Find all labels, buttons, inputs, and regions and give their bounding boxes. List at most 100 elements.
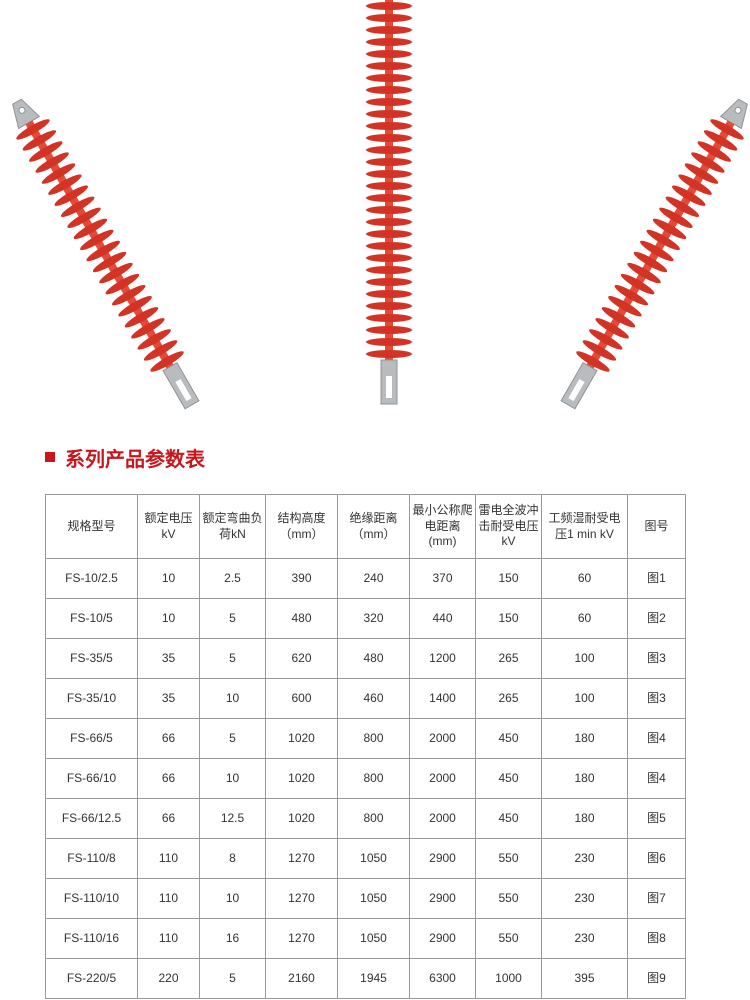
- table-cell: 800: [338, 759, 410, 799]
- table-row: FS-110/1611016127010502900550230图8: [46, 919, 686, 959]
- table-cell: 230: [542, 839, 628, 879]
- table-cell: 320: [338, 599, 410, 639]
- table-cell: 230: [542, 919, 628, 959]
- table-cell: 1945: [338, 959, 410, 999]
- insulator-center: [365, 0, 413, 410]
- table-cell: 2000: [410, 719, 476, 759]
- table-cell: 60: [542, 599, 628, 639]
- table-cell: 240: [338, 559, 410, 599]
- table-cell: 480: [338, 639, 410, 679]
- table-cell: 图9: [628, 959, 686, 999]
- table-cell: 230: [542, 879, 628, 919]
- insulator-right: [548, 88, 750, 420]
- table-cell: 2000: [410, 799, 476, 839]
- table-cell: 5: [200, 599, 266, 639]
- table-cell: 2160: [266, 959, 338, 999]
- table-cell: 180: [542, 719, 628, 759]
- col-bend: 额定弯曲负荷kN: [200, 495, 266, 559]
- table-cell: 390: [266, 559, 338, 599]
- table-cell: 2.5: [200, 559, 266, 599]
- table-cell: 180: [542, 799, 628, 839]
- col-fig: 图号: [628, 495, 686, 559]
- col-pf: 工频湿耐受电压1 min kV: [542, 495, 628, 559]
- table-cell: 2900: [410, 919, 476, 959]
- insulator-left: [0, 88, 212, 420]
- red-square-icon: [45, 452, 55, 462]
- table-cell: 180: [542, 759, 628, 799]
- table-cell: 1050: [338, 839, 410, 879]
- table-cell: 16: [200, 919, 266, 959]
- table-cell: 图4: [628, 719, 686, 759]
- table-cell: 265: [476, 639, 542, 679]
- table-row: FS-220/522052160194563001000395图9: [46, 959, 686, 999]
- col-impulse: 雷电全波冲击耐受电压kV: [476, 495, 542, 559]
- table-cell: 图8: [628, 919, 686, 959]
- table-cell: 图6: [628, 839, 686, 879]
- table-body: FS-10/2.5102.539024037015060图1FS-10/5105…: [46, 559, 686, 999]
- table-cell: 图7: [628, 879, 686, 919]
- table-cell: 10: [200, 679, 266, 719]
- product-image-area: [0, 0, 750, 435]
- table-cell: 100: [542, 679, 628, 719]
- table-cell: FS-10/5: [46, 599, 138, 639]
- table-cell: 370: [410, 559, 476, 599]
- table-cell: 2900: [410, 879, 476, 919]
- table-cell: 550: [476, 839, 542, 879]
- table-cell: 100: [542, 639, 628, 679]
- table-cell: 1050: [338, 879, 410, 919]
- table-cell: 图2: [628, 599, 686, 639]
- table-cell: 550: [476, 879, 542, 919]
- table-cell: FS-110/8: [46, 839, 138, 879]
- table-cell: 150: [476, 559, 542, 599]
- table-cell: 10: [138, 559, 200, 599]
- table-cell: 6300: [410, 959, 476, 999]
- table-cell: FS-66/5: [46, 719, 138, 759]
- col-model: 规格型号: [46, 495, 138, 559]
- table-cell: 35: [138, 679, 200, 719]
- table-cell: 图3: [628, 639, 686, 679]
- table-cell: FS-35/5: [46, 639, 138, 679]
- table-cell: 450: [476, 799, 542, 839]
- table-cell: FS-66/10: [46, 759, 138, 799]
- table-cell: 35: [138, 639, 200, 679]
- table-row: FS-66/566510208002000450180图4: [46, 719, 686, 759]
- table-cell: 8: [200, 839, 266, 879]
- table-cell: 1020: [266, 799, 338, 839]
- table-cell: 图1: [628, 559, 686, 599]
- table-header: 规格型号 额定电压kV 额定弯曲负荷kN 结构高度（mm） 绝缘距离（mm） 最…: [46, 495, 686, 559]
- table-cell: FS-35/10: [46, 679, 138, 719]
- table-cell: 1200: [410, 639, 476, 679]
- table-cell: 550: [476, 919, 542, 959]
- table-cell: FS-10/2.5: [46, 559, 138, 599]
- col-voltage: 额定电压kV: [138, 495, 200, 559]
- table-cell: 450: [476, 719, 542, 759]
- table-cell: 5: [200, 959, 266, 999]
- table-row: FS-66/10661010208002000450180图4: [46, 759, 686, 799]
- table-cell: 2000: [410, 759, 476, 799]
- table-row: FS-35/1035106004601400265100图3: [46, 679, 686, 719]
- table-cell: FS-110/10: [46, 879, 138, 919]
- table-cell: 66: [138, 719, 200, 759]
- table-cell: 12.5: [200, 799, 266, 839]
- parameter-table: 规格型号 额定电压kV 额定弯曲负荷kN 结构高度（mm） 绝缘距离（mm） 最…: [45, 494, 686, 999]
- table-row: FS-110/1011010127010502900550230图7: [46, 879, 686, 919]
- table-cell: 图3: [628, 679, 686, 719]
- table-cell: 265: [476, 679, 542, 719]
- table-cell: 1020: [266, 719, 338, 759]
- table-row: FS-35/53556204801200265100图3: [46, 639, 686, 679]
- table-row: FS-10/2.5102.539024037015060图1: [46, 559, 686, 599]
- table-cell: 66: [138, 759, 200, 799]
- table-cell: 5: [200, 719, 266, 759]
- table-cell: 800: [338, 799, 410, 839]
- col-creep: 最小公称爬电距离(mm): [410, 495, 476, 559]
- table-cell: 10: [200, 879, 266, 919]
- table-row: FS-66/12.56612.510208002000450180图5: [46, 799, 686, 839]
- table-cell: 1270: [266, 879, 338, 919]
- table-cell: 110: [138, 879, 200, 919]
- section-title: 系列产品参数表: [65, 443, 205, 472]
- table-cell: 图5: [628, 799, 686, 839]
- table-cell: 1000: [476, 959, 542, 999]
- table-cell: 620: [266, 639, 338, 679]
- table-row: FS-10/510548032044015060图2: [46, 599, 686, 639]
- table-cell: 1270: [266, 919, 338, 959]
